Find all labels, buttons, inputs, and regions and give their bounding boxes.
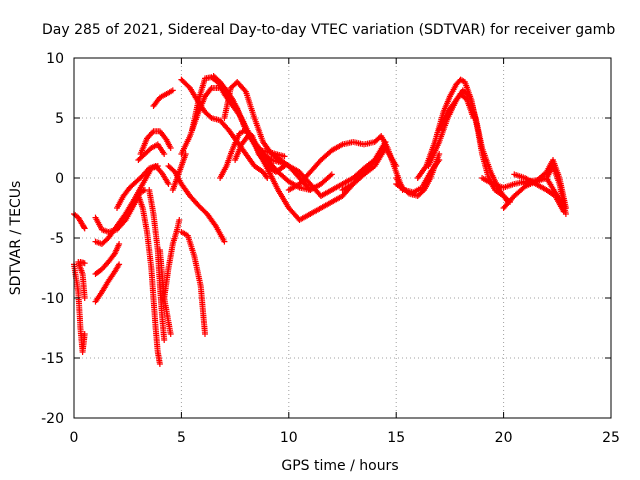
series-s16 xyxy=(161,217,183,301)
y-tick-label: -10 xyxy=(41,291,64,307)
series-s35 xyxy=(436,91,477,133)
series-markers xyxy=(161,217,183,301)
data-points xyxy=(71,73,569,367)
axis-ticks xyxy=(73,57,612,419)
series-s9 xyxy=(114,163,172,211)
x-tick-label: 5 xyxy=(177,430,186,446)
y-tick-label: -15 xyxy=(41,351,64,367)
series-s32 xyxy=(393,157,443,196)
chart-title: Day 285 of 2021, Sidereal Day-to-day VTE… xyxy=(42,22,615,38)
series-s19 xyxy=(169,151,189,193)
series-markers xyxy=(232,133,288,163)
series-markers xyxy=(169,151,189,193)
series-markers xyxy=(77,259,88,267)
series-s18 xyxy=(178,229,208,337)
y-tick-labels: 10 5 0 -5 -10 -15 -20 xyxy=(41,51,64,427)
series-markers xyxy=(318,139,389,199)
series-s29 xyxy=(318,139,389,199)
series-s12 xyxy=(137,128,174,157)
series-markers xyxy=(165,163,228,245)
series-s10 xyxy=(135,193,163,367)
series-s13 xyxy=(135,141,168,163)
y-tick-label: -5 xyxy=(50,231,64,247)
series-s39 xyxy=(522,157,569,211)
series-markers xyxy=(150,87,176,109)
x-tick-labels: 0 5 10 15 20 25 xyxy=(70,430,620,446)
series-markers xyxy=(135,141,168,163)
series-s7 xyxy=(92,241,123,277)
y-tick-label: 10 xyxy=(46,51,64,67)
series-s17 xyxy=(165,163,228,245)
series-markers xyxy=(92,241,123,277)
x-tick-label: 20 xyxy=(495,430,513,446)
x-tick-label: 15 xyxy=(387,430,405,446)
series-markers xyxy=(92,261,123,305)
y-tick-label: 5 xyxy=(55,111,64,127)
series-s30 xyxy=(339,145,389,193)
series-s24 xyxy=(221,79,324,199)
series-s8 xyxy=(92,261,123,305)
series-markers xyxy=(393,157,443,196)
series-markers xyxy=(178,229,208,337)
series-markers xyxy=(114,163,172,211)
series-markers xyxy=(436,91,477,133)
x-axis-label: GPS time / hours xyxy=(281,458,398,474)
x-tick-label: 10 xyxy=(280,430,298,446)
grid xyxy=(74,58,611,418)
series-s26 xyxy=(232,133,288,163)
series-markers xyxy=(221,79,324,199)
y-tick-label: 0 xyxy=(55,171,64,187)
series-s4 xyxy=(77,259,88,267)
x-tick-label: 25 xyxy=(602,430,620,446)
y-axis-label: SDTVAR / TECUs xyxy=(8,181,24,296)
series-markers xyxy=(339,145,389,193)
series-markers xyxy=(137,128,174,157)
x-tick-label: 0 xyxy=(70,430,79,446)
series-markers xyxy=(135,193,163,367)
y-tick-label: -20 xyxy=(41,411,64,427)
series-markers xyxy=(522,157,569,211)
series-s14 xyxy=(150,87,176,109)
